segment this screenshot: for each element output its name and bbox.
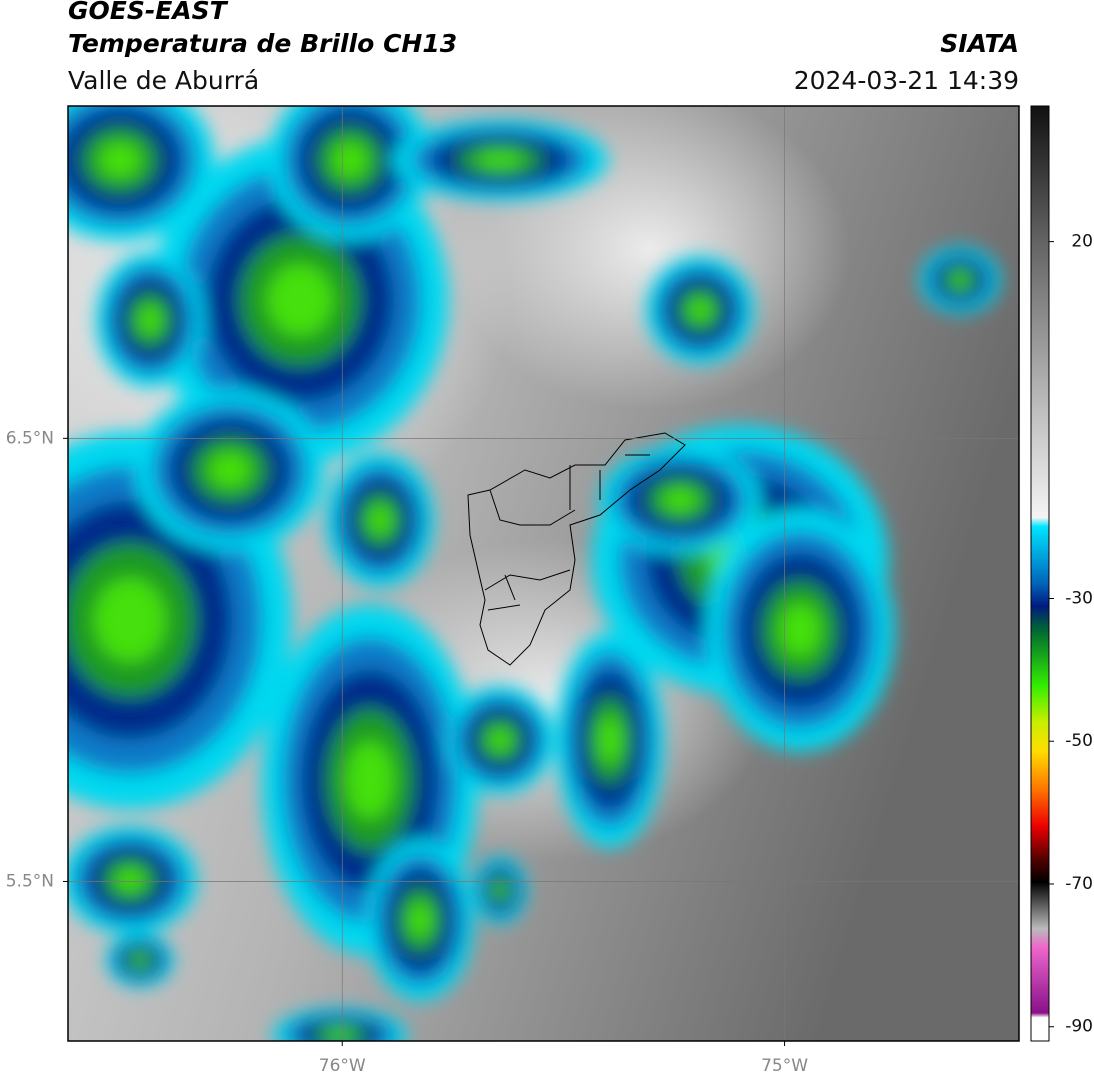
colorbar-tick-label: -30 [1065, 588, 1093, 608]
cloud-cell [779, 603, 821, 657]
cloud-cell [132, 954, 148, 966]
y-tick-label: 5.5°N [6, 871, 54, 891]
cloud-cell [267, 264, 333, 336]
graticule [68, 106, 1019, 1041]
municipal-boundaries [467, 432, 686, 666]
colorbar-tick-label: -70 [1065, 874, 1093, 894]
cloud-cell [408, 902, 432, 938]
cloud-cell [325, 1029, 355, 1041]
region: Valle de Aburrá [68, 66, 259, 95]
cloud-cell [138, 305, 162, 335]
cloud-cell [476, 151, 524, 169]
agency: SIATA [940, 29, 1019, 58]
cloud-cell [951, 272, 969, 288]
y-tick-label: 6.5°N [6, 428, 54, 448]
cloud-cell [368, 505, 392, 535]
cloud-cell [115, 868, 145, 892]
map-frame [67, 105, 1020, 1042]
datetime: 2024-03-21 14:39 [794, 66, 1019, 95]
cloud-cell [688, 298, 712, 322]
cloud-cell [488, 728, 512, 752]
x-tick-label: 75°W [761, 1056, 808, 1076]
cloud-cell [94, 578, 166, 662]
cloud-cell [99, 142, 141, 178]
cloud-tops [68, 106, 1001, 1041]
product: Temperatura de Brillo CH13 [68, 29, 457, 58]
map-image [68, 106, 1019, 1041]
cloud-cell [598, 716, 622, 764]
satellite: GOES-EAST [68, 0, 229, 25]
cloud-cell [494, 882, 506, 898]
cloud-cell [332, 142, 368, 178]
colorbar-tick-label: -50 [1065, 731, 1093, 751]
cloud-cell [209, 452, 251, 488]
colorbar-tick-label: 20 [1071, 232, 1093, 252]
colorbar [1030, 105, 1050, 1042]
colorbar-tick-label: -90 [1065, 1017, 1093, 1037]
cloud-cell [346, 741, 394, 819]
cloud-cell [662, 488, 698, 512]
x-tick-label: 76°W [319, 1056, 366, 1076]
